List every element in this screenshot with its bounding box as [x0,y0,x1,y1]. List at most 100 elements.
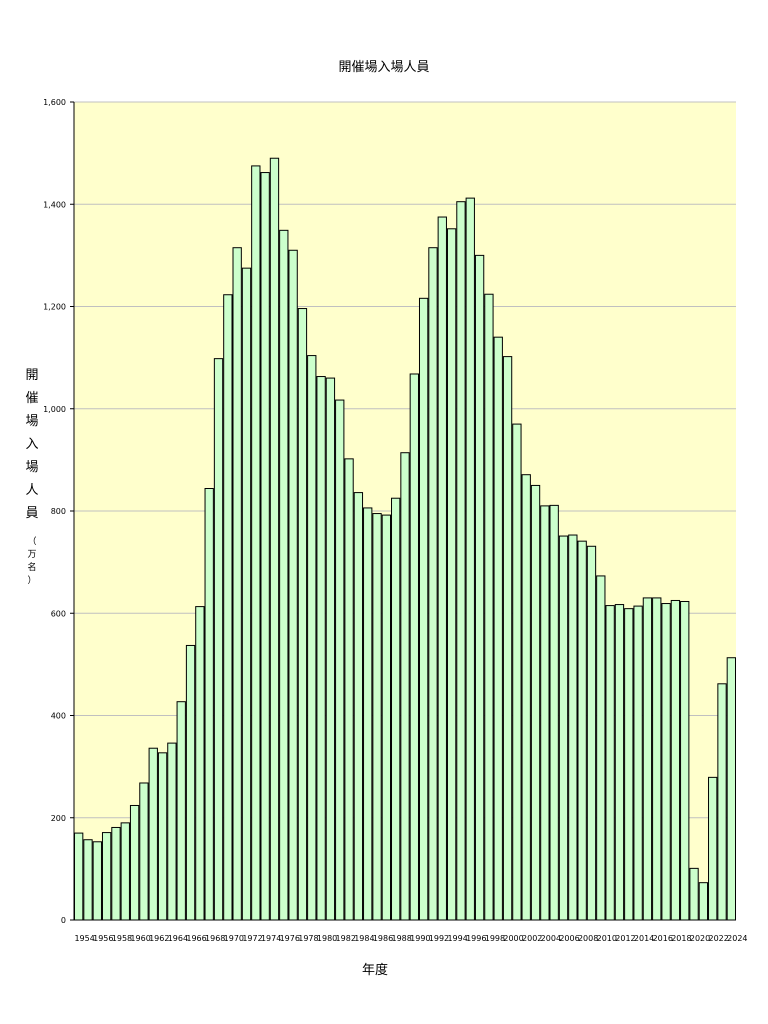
bar-2002 [521,474,531,921]
x-tick-label: 1956 [93,934,113,943]
bar-2017 [661,603,671,921]
y-tick-label: 1,200 [43,303,66,312]
x-tick-label: 1996 [466,934,486,943]
x-tick-label: 2006 [559,934,579,943]
x-tick-label: 1964 [168,934,188,943]
bar-1999 [493,336,503,921]
bar-1994 [446,228,457,921]
y-axis-unit-char: 万 [27,550,36,560]
bar-2013 [624,608,634,921]
bar-2022 [708,776,718,921]
bar-1972 [241,267,252,921]
x-tick-label: 2016 [653,934,673,943]
y-tick-label: 0 [61,916,66,925]
bar-1991 [418,297,429,921]
bar-1961 [139,782,149,921]
y-tick-label: 800 [51,507,66,516]
x-tick-label: 2012 [615,934,635,943]
y-axis-unit-char: （ [27,536,36,547]
x-tick-label: 1970 [224,934,244,943]
bar-2018 [670,599,681,921]
y-tick-label: 1,000 [43,405,66,414]
bar-2012 [614,604,625,921]
bar-1982 [335,399,345,921]
y-axis-unit-char: 名 [27,561,36,573]
bar-1962 [148,747,158,921]
x-tick-label: 1960 [130,934,150,943]
chart-title: 開催場入場人員 [338,60,429,75]
bar-2009 [586,545,597,921]
bar-1974 [260,172,270,921]
x-tick-label: 1976 [280,934,300,943]
x-tick-label: 2024 [727,934,747,943]
bar-2019 [680,600,690,921]
x-tick-label: 2014 [634,934,654,943]
bar-1979 [307,355,317,921]
bar-1992 [428,247,438,921]
y-axis-title-char: 入 [25,437,38,452]
bar-2005 [549,504,559,921]
x-tick-label: 1998 [485,934,505,943]
x-tick-label: 2022 [709,934,729,943]
bar-2004 [540,505,550,921]
bar-1985 [363,507,373,921]
bars [74,157,737,921]
bar-2003 [530,484,541,921]
bar-2014 [633,605,643,921]
bar-1987 [381,514,392,921]
bar-1989 [400,452,410,921]
x-axis-title: 年度 [362,962,388,978]
bar-1967 [195,606,205,921]
bar-1981 [325,377,336,921]
y-axis-title-char: 開 [25,368,38,383]
x-tick-label: 1984 [354,934,374,943]
y-tick-label: 200 [51,814,66,823]
y-tick-label: 600 [51,609,66,618]
bar-1969 [213,358,224,921]
bar-1977 [288,249,298,921]
x-tick-label: 1986 [373,934,393,943]
bar-1978 [297,308,308,921]
bar-2000 [502,356,513,921]
x-tick-label: 2020 [690,934,710,943]
bar-1959 [120,822,130,921]
x-tick-label: 1978 [298,934,318,943]
bar-1975 [269,157,280,921]
bar-1957 [101,832,112,921]
bar-2006 [558,535,569,921]
bar-1995 [456,201,466,921]
y-tick-labels: 0 200 400 600 800 1,000 1,200 1,400 1,600 [43,98,74,925]
x-tick-label: 1982 [336,934,356,943]
bar-1966 [185,644,196,921]
bar-1983 [344,458,354,921]
bar-1986 [372,513,382,921]
y-axis-title-char: 場 [25,460,38,475]
x-tick-label: 2008 [578,934,598,943]
bar-2001 [512,423,522,921]
x-tick-label: 1994 [447,934,467,943]
x-tick-label: 2000 [503,934,523,943]
x-tick-label: 2018 [671,934,691,943]
x-tick-label: 1972 [242,934,262,943]
bar-1973 [251,165,261,921]
bar-2010 [596,575,606,921]
bar-1990 [409,373,419,921]
bar-1954 [74,832,84,921]
bar-1964 [167,742,177,921]
bar-1955 [83,839,93,921]
y-axis-title-char: 催 [25,391,38,406]
x-tick-labels: 1954195619581960196219641966196819701972… [74,934,747,943]
bar-1965 [176,701,186,921]
y-tick-label: 1,400 [43,200,66,209]
y-tick-label: 400 [51,712,66,721]
x-tick-label: 2010 [597,934,617,943]
bar-1968 [204,488,214,921]
bar-2011 [605,605,615,921]
x-tick-label: 1988 [391,934,411,943]
y-tick-label: 1,600 [43,98,66,107]
x-tick-label: 1954 [74,934,94,943]
x-tick-label: 1966 [186,934,206,943]
x-tick-label: 1968 [205,934,225,943]
x-tick-label: 1962 [149,934,169,943]
